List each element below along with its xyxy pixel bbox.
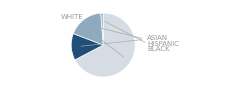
Text: WHITE: WHITE (61, 14, 123, 57)
Wedge shape (73, 13, 103, 45)
Text: BLACK: BLACK (105, 21, 170, 53)
Wedge shape (75, 13, 135, 77)
Text: HISPANIC: HISPANIC (91, 26, 179, 47)
Wedge shape (71, 34, 103, 60)
Wedge shape (101, 13, 103, 45)
Text: ASIAN: ASIAN (81, 35, 168, 46)
